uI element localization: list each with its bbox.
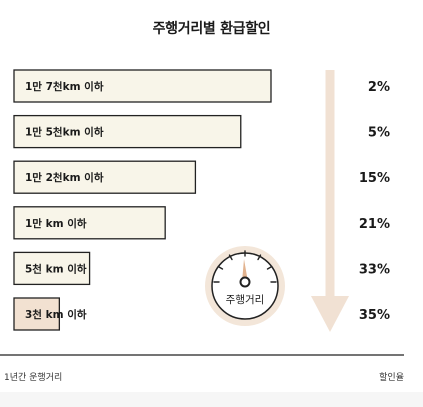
value-label-1: 2% — [368, 80, 390, 95]
gauge-icon-label: 주행거리 — [226, 294, 265, 306]
category-label-3: 1만 2천km 이하 — [25, 171, 104, 184]
gauge-tick-5 — [257, 254, 262, 261]
gauge-tick-2 — [217, 265, 224, 270]
bottom-strip — [0, 392, 423, 407]
bar-6 — [13, 297, 61, 331]
gauge-hub — [239, 276, 251, 288]
category-label-2: 1만 5천km 이하 — [25, 126, 104, 139]
value-label-5: 33% — [359, 262, 390, 277]
arrow-head — [311, 296, 349, 332]
value-label-6: 35% — [359, 308, 390, 323]
bar-5 — [13, 251, 91, 286]
chart-title: 주행거리별 환급할인 — [152, 21, 271, 37]
gauge-tick-6 — [266, 265, 273, 270]
y-axis-label: 할인율 — [379, 373, 404, 383]
bar-2 — [13, 114, 242, 149]
arrow-shaft — [325, 70, 335, 302]
category-label-5: 5천 km 이하 — [25, 262, 87, 275]
category-label-6: 3천 km 이하 — [25, 308, 87, 321]
gauge-tick-3 — [228, 254, 233, 261]
value-label-3: 15% — [359, 171, 390, 186]
bar-1 — [13, 69, 272, 103]
x-axis-label: 1년간 운행거리 — [4, 373, 63, 383]
bar-3 — [13, 160, 197, 194]
value-label-4: 21% — [359, 217, 390, 232]
category-label-4: 1만 km 이하 — [25, 217, 87, 230]
gauge-needle — [242, 259, 248, 282]
category-label-1: 1만 7천km 이하 — [25, 80, 104, 93]
bar-4 — [13, 206, 166, 240]
value-label-2: 5% — [368, 126, 390, 141]
